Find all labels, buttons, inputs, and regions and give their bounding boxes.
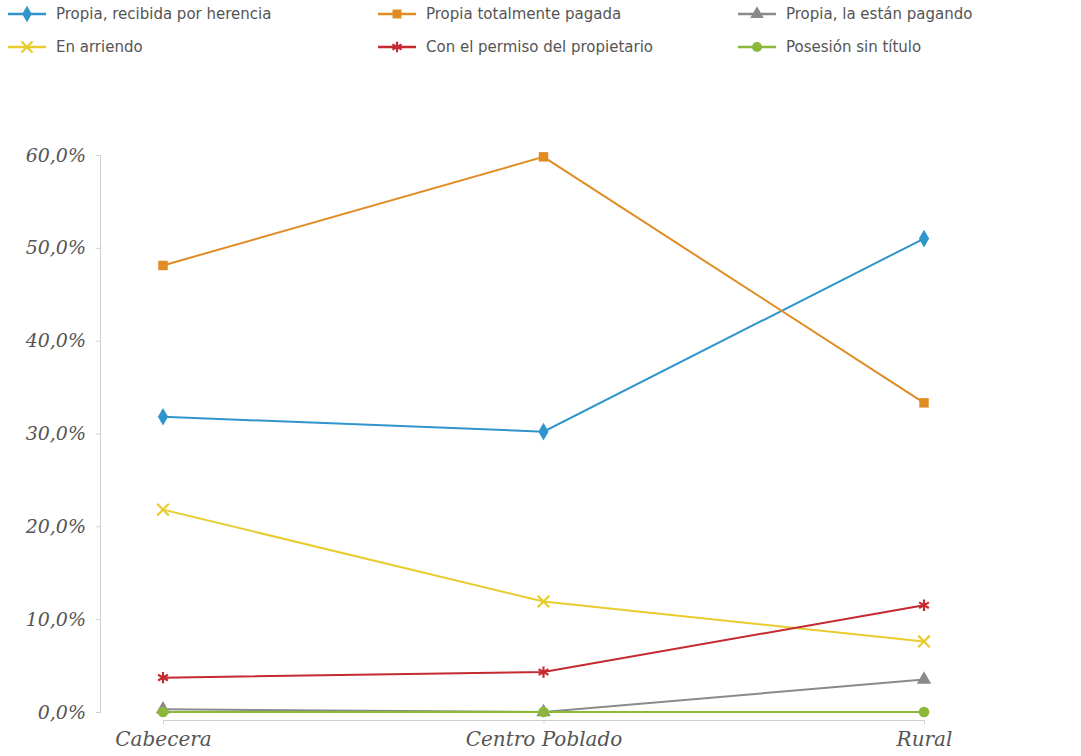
y-tick-label: 60,0% (26, 144, 86, 166)
series-point (539, 152, 548, 161)
legend-label: Propia totalmente pagada (426, 5, 621, 23)
legend-item: Propia, recibida por herencia (8, 5, 271, 23)
y-tick-mark (96, 341, 100, 342)
series-point (917, 671, 931, 683)
series-point (157, 504, 169, 516)
x-tick-mark (544, 720, 545, 724)
legend-marker (750, 6, 764, 18)
y-tick-label: 40,0% (25, 329, 86, 351)
series-line (163, 510, 924, 642)
legend-label: En arriendo (56, 38, 143, 56)
y-tick-label: 30,0% (26, 422, 86, 444)
chart: 0,0% 10,0% 20,0% 30,0% 40,0% 50,0% 60,0% Cabece… (0, 0, 1081, 756)
plot-area (156, 152, 931, 717)
y-tick-label: 10,0% (26, 608, 86, 630)
y-tick: 50,0% (26, 236, 100, 258)
series-point (919, 707, 930, 718)
y-tick: 40,0% (25, 329, 100, 351)
legend-label: Propia, recibida por herencia (56, 5, 271, 23)
series-point (919, 230, 929, 248)
y-tick-label: 50,0% (26, 236, 86, 258)
x-tick-label: Rural (896, 727, 953, 751)
x-tick: Rural (896, 720, 953, 751)
y-tick-label: 20,0% (25, 515, 86, 537)
series-point (919, 398, 928, 407)
legend-label: Propia, la están pagando (786, 5, 972, 23)
x-tick-label: Centro Poblado (466, 727, 623, 751)
series-point (538, 596, 550, 608)
y-tick: 20,0% (25, 515, 100, 537)
series-point (539, 666, 549, 677)
legend-item: En arriendo (8, 38, 143, 56)
legend-item: Propia totalmente pagada (378, 5, 621, 23)
y-tick: 10,0% (26, 608, 100, 630)
legend-marker (393, 10, 402, 19)
y-tick-mark (96, 248, 100, 249)
legend-label: Con el permiso del propietario (426, 38, 653, 56)
y-tick-mark (96, 619, 100, 620)
y-tick: 30,0% (26, 422, 100, 444)
series-point (158, 261, 167, 270)
x-axis: Cabecera Centro Poblado Rural (115, 720, 952, 751)
series-line (163, 239, 924, 432)
legend: Propia, recibida por herencia Propia tota… (8, 5, 972, 56)
series-line (163, 157, 924, 403)
series-line (163, 605, 924, 677)
series-point (919, 600, 929, 611)
x-axis-line (164, 721, 925, 725)
y-tick-mark (96, 155, 100, 156)
series-point (538, 423, 548, 441)
x-tick-mark (163, 720, 164, 724)
x-tick-label: Cabecera (115, 727, 211, 751)
x-tick-mark (924, 720, 925, 724)
legend-item: Con el permiso del propietario (378, 38, 653, 56)
series-point (158, 707, 169, 718)
legend-marker (752, 42, 762, 52)
series-point (158, 672, 168, 683)
y-axis-line (96, 156, 101, 713)
y-tick: 60,0% (26, 144, 100, 166)
legend-marker (22, 6, 32, 23)
legend-marker (392, 42, 401, 53)
x-tick: Centro Poblado (466, 720, 623, 751)
series-point (538, 707, 549, 718)
series-point (158, 408, 168, 426)
y-tick-mark (96, 434, 100, 435)
y-tick-label: 0,0% (38, 701, 86, 723)
y-tick: 0,0% (38, 701, 100, 723)
legend-marker (22, 42, 33, 53)
series-point (918, 636, 930, 648)
legend-label: Posesión sin título (786, 38, 921, 56)
legend-item: Propia, la están pagando (738, 5, 972, 23)
y-tick-mark (96, 712, 100, 713)
legend-item: Posesión sin título (738, 38, 921, 56)
y-tick-mark (96, 526, 100, 527)
y-axis: 0,0% 10,0% 20,0% 30,0% 40,0% 50,0% 60,0% (25, 144, 101, 723)
x-tick: Cabecera (115, 720, 211, 751)
